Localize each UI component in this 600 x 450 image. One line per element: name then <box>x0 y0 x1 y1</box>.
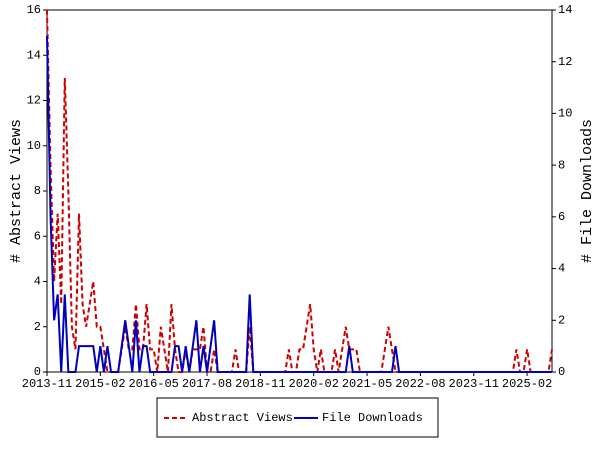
x-tick-label: 2022-08 <box>395 377 445 391</box>
y2-axis-label: # File Downloads <box>579 119 596 263</box>
x-tick-label: 2018-11 <box>235 377 285 391</box>
y-tick-label: 8 <box>34 184 41 198</box>
y-tick-label: 6 <box>34 229 41 243</box>
x-tick-label: 2025-02 <box>502 377 552 391</box>
x-tick-label: 2023-11 <box>449 377 499 391</box>
y-tick-label: 0 <box>34 365 41 379</box>
y-tick-label: 14 <box>27 48 41 62</box>
x-tick-label: 2021-05 <box>342 377 392 391</box>
y2-tick-label: 4 <box>558 262 565 276</box>
y-tick-label: 2 <box>34 320 41 334</box>
y2-tick-label: 6 <box>558 210 565 224</box>
legend-label: Abstract Views <box>192 411 293 425</box>
series-line <box>46 35 552 373</box>
y-axis-label: # Abstract Views <box>8 119 25 263</box>
y2-tick-label: 8 <box>558 158 565 172</box>
x-tick-label: 2017-08 <box>182 377 232 391</box>
x-tick-label: 2020-02 <box>289 377 339 391</box>
y2-tick-label: 0 <box>558 365 565 379</box>
y2-tick-label: 10 <box>558 107 572 121</box>
y2-tick-label: 12 <box>558 55 572 69</box>
y-tick-label: 16 <box>27 3 41 17</box>
x-tick-label: 2013-11 <box>22 377 72 391</box>
y-tick-label: 10 <box>27 139 41 153</box>
y-tick-label: 4 <box>34 275 41 289</box>
series-line <box>46 9 553 373</box>
plot-frame <box>46 9 553 373</box>
x-tick-label: 2016-05 <box>128 377 178 391</box>
y-tick-label: 12 <box>27 94 41 108</box>
y2-tick-label: 14 <box>558 3 572 17</box>
x-tick-label: 2015-02 <box>75 377 125 391</box>
y2-tick-label: 2 <box>558 313 565 327</box>
legend-label: File Downloads <box>322 411 423 425</box>
